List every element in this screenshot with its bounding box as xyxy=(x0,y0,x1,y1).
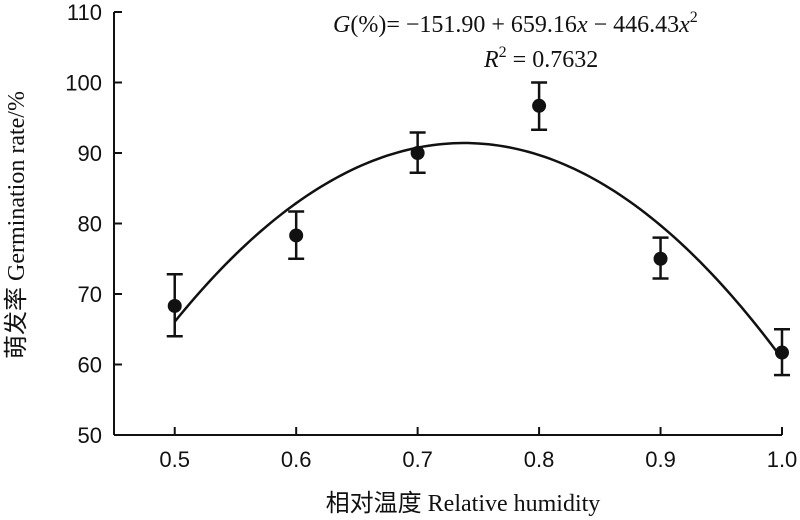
point-marker xyxy=(289,228,304,243)
x-tick-label: 1.0 xyxy=(767,447,798,472)
data-points-layer xyxy=(166,81,790,377)
axes: 50 60 70 80 90 100 110 0.5 0.6 0.7 0.8 0.9 1.0 xyxy=(65,0,797,472)
point-marker xyxy=(532,98,547,113)
point-marker xyxy=(653,251,668,266)
point-marker xyxy=(410,146,425,160)
data-point xyxy=(652,236,669,280)
r-squared-label: R2 = 0.7632 xyxy=(483,44,598,73)
y-tick-label: 90 xyxy=(78,141,102,166)
fit-equation: G(%)= −151.90 + 659.16x − 446.43x2 xyxy=(333,9,698,38)
x-tick-label: 0.7 xyxy=(402,447,433,472)
data-point xyxy=(166,273,183,338)
point-marker xyxy=(775,345,789,360)
point-marker xyxy=(167,298,182,313)
x-tick-label: 0.8 xyxy=(524,447,555,472)
data-point xyxy=(774,328,790,377)
x-tick-label: 0.9 xyxy=(645,447,676,472)
x-tick-label: 0.5 xyxy=(159,447,190,472)
y-tick-label: 60 xyxy=(78,353,102,378)
x-tick-label: 0.6 xyxy=(281,447,312,472)
y-tick-label: 100 xyxy=(65,71,102,96)
data-point xyxy=(531,81,548,131)
fit-curve-layer xyxy=(173,141,784,360)
y-tick-label: 70 xyxy=(78,282,102,307)
y-axis-title: 萌发率 Germination rate/% xyxy=(3,91,30,359)
data-point xyxy=(409,131,426,174)
data-point xyxy=(288,210,305,260)
y-tick-label: 80 xyxy=(78,212,102,237)
y-tick-label: 110 xyxy=(67,0,102,25)
y-tick-label: 50 xyxy=(78,423,102,448)
fit-curve xyxy=(173,141,784,360)
x-axis-title: 相对温度 Relative humidity xyxy=(326,490,601,517)
